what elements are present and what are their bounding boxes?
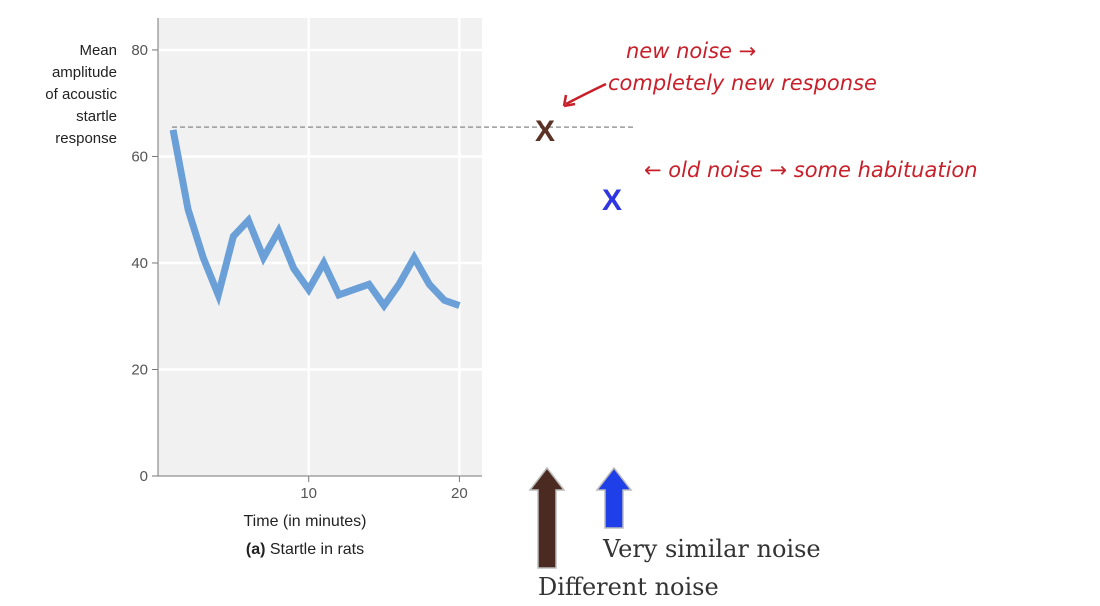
different-noise-label: Different noise (538, 573, 719, 601)
old-noise-marker: X (602, 184, 622, 217)
ylabel-line-1: Mean (79, 42, 117, 59)
ylabel-line-3: of acoustic (45, 86, 117, 103)
new-noise-pointer-head-icon (562, 94, 576, 108)
old-noise-note: ← old noise → some habituation (644, 158, 978, 182)
x-tick-label: 20 (451, 485, 468, 502)
ylabel-line-4: startle (76, 108, 117, 125)
y-tick-labels: 0 20 40 60 80 (131, 42, 158, 485)
y-tick-label: 20 (131, 361, 148, 378)
x-tick-label: 10 (300, 485, 317, 502)
similar-noise-label: Very similar noise (602, 535, 821, 563)
caption-prefix: (a) (246, 541, 266, 558)
y-tick-label: 40 (131, 255, 148, 272)
x-axis-label: Time (in minutes) (244, 513, 367, 530)
new-noise-pointer-icon (565, 82, 607, 106)
chart-caption: (a) Startle in rats (246, 541, 364, 558)
y-axis-label: Mean amplitude of acoustic startle respo… (45, 42, 117, 147)
new-noise-marker: X (535, 115, 555, 148)
grid-lines (157, 18, 482, 477)
y-tick-label: 80 (131, 42, 148, 59)
new-noise-note-line2: completely new response (608, 71, 877, 95)
different-noise-arrow (528, 466, 566, 569)
new-noise-note-line1: new noise → (626, 39, 756, 63)
up-arrow-icon (595, 466, 633, 529)
startle-chart: 0 20 40 60 80 10 20 Mean amplitude of acousti… (45, 18, 482, 558)
y-tick-label: 0 (140, 468, 148, 485)
up-arrow-icon (528, 466, 566, 569)
caption-text: Startle in rats (265, 541, 364, 558)
ylabel-line-2: amplitude (52, 64, 117, 81)
ylabel-line-5: response (55, 130, 117, 147)
y-tick-label: 60 (131, 148, 148, 165)
plot-background (158, 18, 482, 476)
x-tick-labels: 10 20 (300, 476, 468, 502)
similar-noise-arrow (595, 466, 633, 529)
series-line-startle (169, 129, 461, 312)
series-group (169, 129, 461, 312)
